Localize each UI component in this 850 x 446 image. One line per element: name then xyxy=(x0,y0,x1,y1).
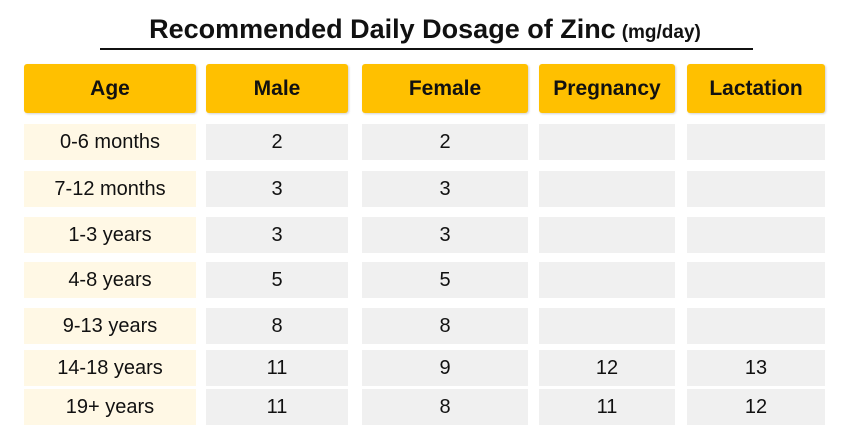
title-underline xyxy=(100,48,753,50)
age-cell: 0-6 months xyxy=(24,124,196,160)
age-cell: 7-12 months xyxy=(24,171,196,207)
column-header-female: Female xyxy=(362,64,528,113)
dosage-cell-female: 9 xyxy=(362,350,528,386)
dosage-cell-pregnancy: 12 xyxy=(539,350,675,386)
age-cell: 19+ years xyxy=(24,389,196,425)
title-unit: (mg/day) xyxy=(621,22,701,43)
dosage-cell-lactation: 12 xyxy=(687,389,825,425)
title-text: Recommended Daily Dosage of Zinc xyxy=(149,14,616,44)
dosage-cell-lactation xyxy=(687,217,825,253)
column-header-lactation: Lactation xyxy=(687,64,825,113)
dosage-cell-pregnancy xyxy=(539,308,675,344)
dosage-cell-lactation xyxy=(687,262,825,298)
dosage-cell-female: 8 xyxy=(362,389,528,425)
dosage-cell-female: 3 xyxy=(362,217,528,253)
dosage-cell-pregnancy xyxy=(539,124,675,160)
dosage-cell-pregnancy xyxy=(539,262,675,298)
chart-title: Recommended Daily Dosage of Zinc (mg/day) xyxy=(0,14,850,45)
dosage-cell-male: 5 xyxy=(206,262,348,298)
column-header-age: Age xyxy=(24,64,196,113)
dosage-cell-pregnancy: 11 xyxy=(539,389,675,425)
dosage-cell-male: 8 xyxy=(206,308,348,344)
dosage-cell-male: 3 xyxy=(206,217,348,253)
column-header-pregnancy: Pregnancy xyxy=(539,64,675,113)
column-header-male: Male xyxy=(206,64,348,113)
dosage-cell-pregnancy xyxy=(539,217,675,253)
age-cell: 9-13 years xyxy=(24,308,196,344)
dosage-cell-female: 5 xyxy=(362,262,528,298)
age-cell: 1-3 years xyxy=(24,217,196,253)
dosage-cell-male: 3 xyxy=(206,171,348,207)
dosage-cell-female: 3 xyxy=(362,171,528,207)
dosage-cell-lactation xyxy=(687,308,825,344)
dosage-cell-pregnancy xyxy=(539,171,675,207)
age-cell: 14-18 years xyxy=(24,350,196,386)
dosage-cell-lactation xyxy=(687,124,825,160)
dosage-cell-male: 11 xyxy=(206,350,348,386)
dosage-cell-male: 2 xyxy=(206,124,348,160)
age-cell: 4-8 years xyxy=(24,262,196,298)
dosage-cell-lactation: 13 xyxy=(687,350,825,386)
dosage-cell-female: 8 xyxy=(362,308,528,344)
dosage-cell-male: 11 xyxy=(206,389,348,425)
dosage-cell-lactation xyxy=(687,171,825,207)
dosage-cell-female: 2 xyxy=(362,124,528,160)
